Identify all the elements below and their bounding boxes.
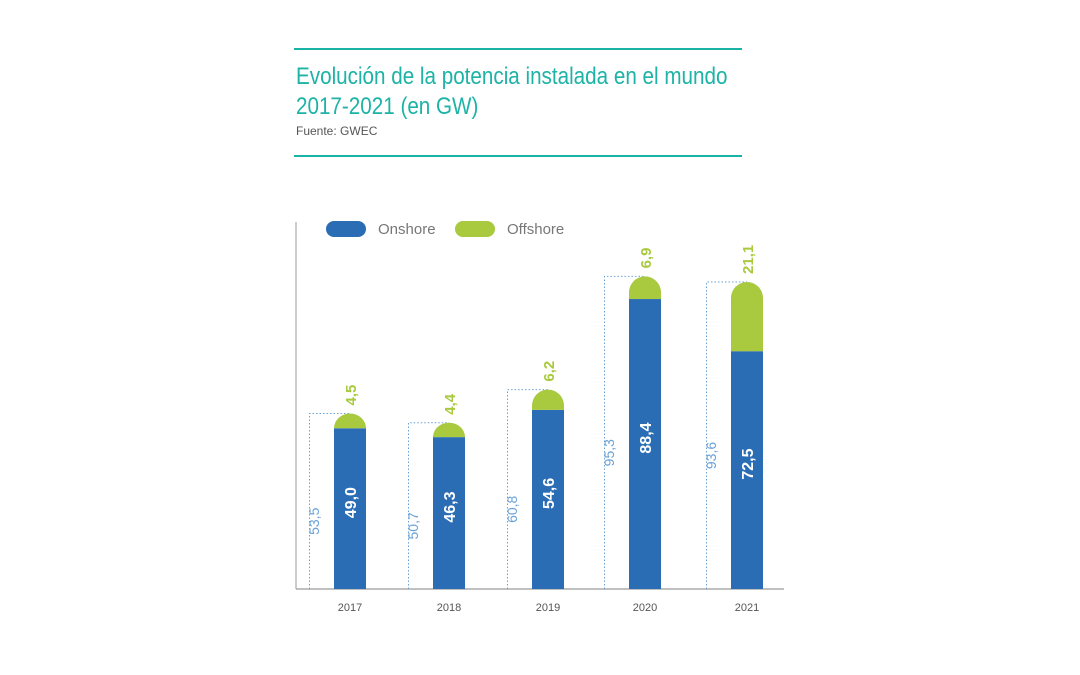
title-top-rule bbox=[294, 48, 742, 50]
data-label-onshore: 46,3 bbox=[442, 491, 459, 522]
legend-swatch-offshore bbox=[455, 221, 495, 237]
x-tick-label: 2017 bbox=[338, 602, 362, 614]
data-label-total: 50,7 bbox=[405, 512, 421, 539]
data-label-total: 53,5 bbox=[306, 507, 322, 534]
data-label-onshore: 49,0 bbox=[343, 487, 360, 518]
bar-onshore bbox=[334, 428, 366, 589]
chart-title-line-1: Evolución de la potencia instalada en el… bbox=[296, 63, 728, 90]
data-label-total: 95,3 bbox=[601, 439, 617, 466]
data-label-offshore: 4,5 bbox=[343, 385, 360, 406]
bar-offshore bbox=[629, 276, 661, 300]
bar-onshore bbox=[433, 437, 465, 589]
data-label-offshore: 6,9 bbox=[638, 248, 655, 269]
data-label-onshore: 54,6 bbox=[541, 478, 558, 509]
x-tick-label: 2020 bbox=[633, 602, 657, 614]
data-label-total: 60,8 bbox=[504, 495, 520, 522]
x-tick-label: 2018 bbox=[437, 602, 461, 614]
legend-swatch-onshore bbox=[326, 221, 366, 237]
bar-offshore bbox=[433, 422, 465, 438]
bar-offshore bbox=[532, 389, 564, 410]
title-bottom-rule bbox=[294, 155, 742, 157]
bar-onshore bbox=[731, 351, 763, 589]
data-label-offshore: 4,4 bbox=[442, 393, 459, 415]
data-label-onshore: 72,5 bbox=[740, 448, 757, 479]
total-outline bbox=[604, 275, 645, 589]
chart-title: Evolución de la potencia instalada en el… bbox=[296, 62, 728, 122]
chart-title-line-2: 2017-2021 (en GW) bbox=[296, 93, 479, 120]
legend-label-onshore: Onshore bbox=[378, 221, 436, 238]
total-outline bbox=[706, 281, 747, 589]
bar-offshore bbox=[334, 413, 366, 429]
legend-label-offshore: Offshore bbox=[507, 221, 564, 238]
bar-onshore bbox=[532, 409, 564, 589]
x-tick-label: 2021 bbox=[735, 602, 759, 614]
bar-onshore bbox=[629, 299, 661, 589]
data-label-offshore: 21,1 bbox=[740, 245, 757, 274]
data-label-offshore: 6,2 bbox=[541, 361, 558, 382]
total-outline bbox=[309, 413, 350, 589]
total-outline bbox=[408, 422, 449, 589]
x-tick-label: 2019 bbox=[536, 602, 560, 614]
bar-offshore bbox=[731, 281, 763, 352]
chart-source: Fuente: GWEC bbox=[296, 124, 378, 138]
data-label-onshore: 88,4 bbox=[638, 422, 655, 453]
data-label-total: 93,6 bbox=[703, 442, 719, 469]
